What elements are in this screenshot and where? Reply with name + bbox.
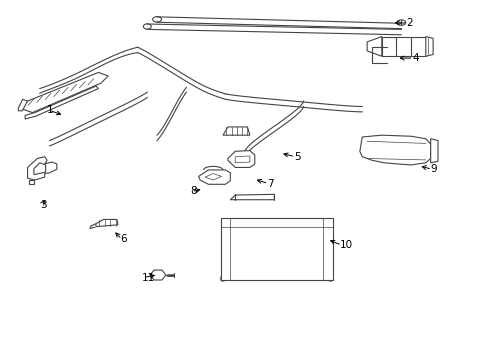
- Polygon shape: [230, 194, 274, 200]
- Polygon shape: [382, 37, 426, 56]
- Polygon shape: [228, 150, 255, 167]
- Polygon shape: [25, 86, 98, 119]
- Text: 8: 8: [190, 186, 197, 197]
- Polygon shape: [96, 220, 118, 226]
- Polygon shape: [223, 127, 250, 135]
- Polygon shape: [205, 174, 221, 180]
- Polygon shape: [198, 170, 230, 184]
- Polygon shape: [235, 156, 250, 163]
- Polygon shape: [367, 37, 382, 56]
- Polygon shape: [431, 139, 438, 163]
- Text: 9: 9: [431, 164, 437, 174]
- Polygon shape: [20, 72, 108, 113]
- Text: 7: 7: [267, 179, 273, 189]
- Polygon shape: [150, 270, 166, 280]
- Text: 1: 1: [47, 105, 54, 115]
- Text: 6: 6: [121, 234, 127, 244]
- Polygon shape: [27, 157, 57, 180]
- Polygon shape: [18, 99, 27, 111]
- Polygon shape: [360, 135, 431, 165]
- Polygon shape: [29, 180, 34, 184]
- Text: 4: 4: [412, 53, 419, 63]
- Polygon shape: [426, 37, 433, 56]
- Polygon shape: [220, 218, 333, 280]
- Text: 3: 3: [40, 200, 47, 210]
- Text: 11: 11: [142, 273, 155, 283]
- Text: 2: 2: [406, 18, 413, 28]
- Polygon shape: [34, 163, 46, 175]
- Text: 10: 10: [340, 240, 353, 250]
- Text: 5: 5: [294, 152, 300, 162]
